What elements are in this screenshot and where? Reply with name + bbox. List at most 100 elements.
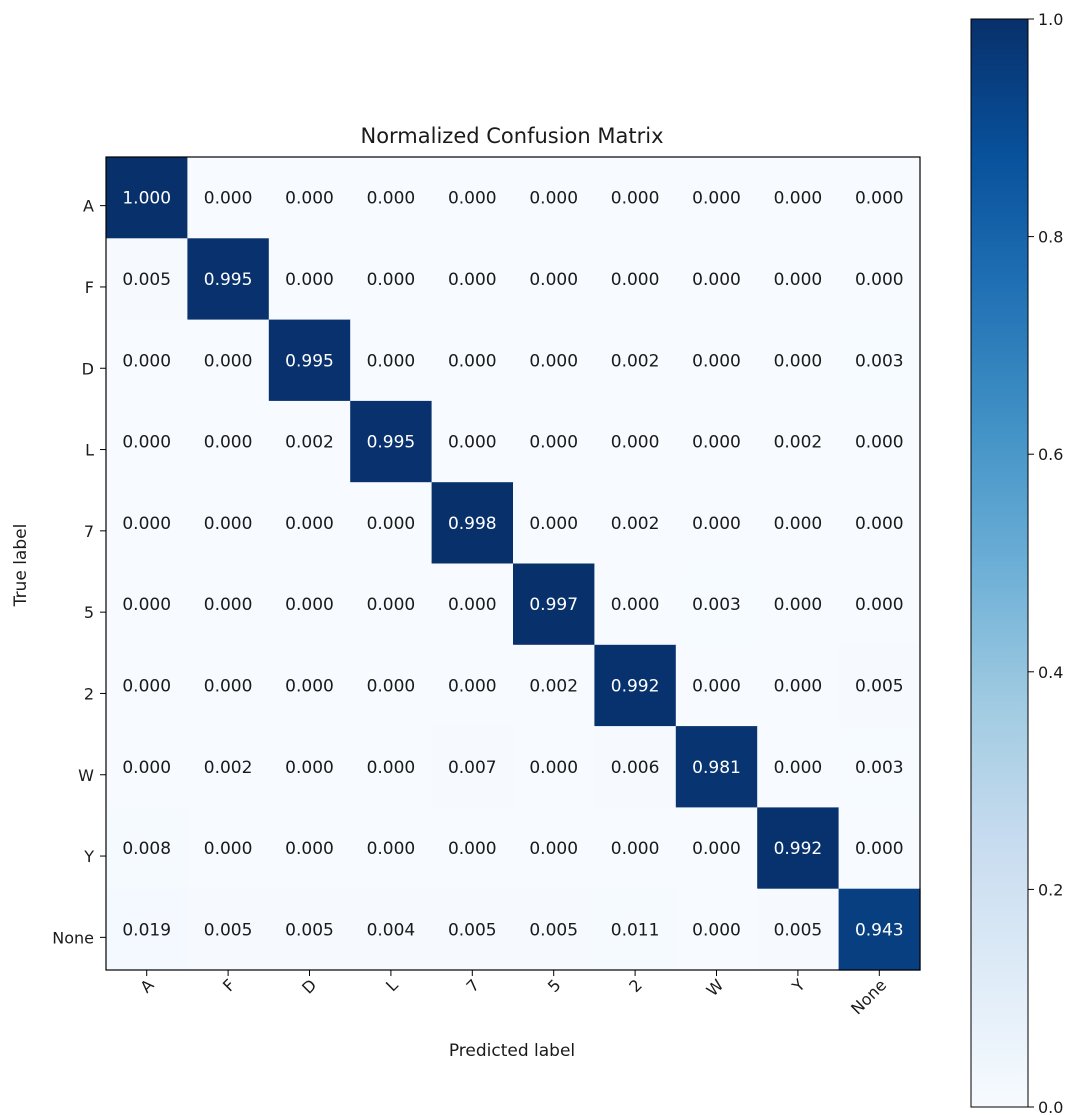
cell-value-A-7: 0.000 bbox=[448, 189, 497, 209]
cell-2-A bbox=[106, 644, 188, 727]
cell-W-2 bbox=[594, 726, 677, 808]
cell-value-7-W: 0.000 bbox=[692, 514, 741, 534]
cell-A-A bbox=[106, 157, 188, 239]
cell-value-None-None: 0.943 bbox=[855, 920, 904, 940]
cell-7-None bbox=[838, 482, 921, 565]
cell-value-7-F: 0.000 bbox=[204, 514, 253, 534]
cell-7-D bbox=[268, 482, 351, 565]
cell-2-D bbox=[268, 644, 351, 727]
cell-value-A-W: 0.000 bbox=[692, 189, 741, 209]
y-axis-label: True label bbox=[11, 524, 31, 608]
cell-Y-W bbox=[675, 807, 758, 890]
cell-value-D-2: 0.002 bbox=[611, 351, 660, 371]
cell-2-W bbox=[675, 644, 758, 727]
cell-L-D bbox=[268, 400, 351, 483]
cell-value-W-D: 0.000 bbox=[285, 758, 334, 778]
heatmap-value-labels: 1.000 0.000 0.000 0.000 0.000 0.000 0.000 0.000… bbox=[122, 189, 903, 941]
cell-value-D-5: 0.000 bbox=[529, 351, 578, 371]
cell-5-D bbox=[268, 563, 351, 646]
cell-value-F-F: 0.995 bbox=[204, 270, 253, 290]
cell-2-7 bbox=[431, 644, 514, 727]
colorbar bbox=[970, 18, 1029, 1108]
cell-Y-A bbox=[106, 807, 188, 890]
cell-value-None-2: 0.011 bbox=[611, 920, 660, 940]
cell-W-7 bbox=[431, 726, 514, 808]
cell-D-D bbox=[268, 319, 351, 402]
chart-title: Normalized Confusion Matrix bbox=[360, 124, 663, 148]
cell-None-L bbox=[350, 888, 433, 971]
cell-W-None bbox=[838, 726, 921, 808]
cell-value-L-F: 0.000 bbox=[204, 433, 253, 453]
cell-value-5-D: 0.000 bbox=[285, 595, 334, 615]
cell-value-F-2: 0.000 bbox=[611, 270, 660, 290]
cell-value-F-D: 0.000 bbox=[285, 270, 334, 290]
cell-7-A bbox=[106, 482, 188, 565]
cell-Y-L bbox=[350, 807, 433, 890]
x-tick-label-D: D bbox=[298, 975, 320, 997]
cell-F-None bbox=[838, 238, 921, 321]
cell-value-F-L: 0.000 bbox=[367, 270, 416, 290]
cell-7-L bbox=[350, 482, 433, 565]
y-tick-label-5: 5 bbox=[84, 603, 94, 622]
colorbar-tick-label-0.8: 0.8 bbox=[1038, 228, 1063, 247]
y-tick-label-A: A bbox=[83, 197, 94, 216]
y-tick-label-F: F bbox=[85, 278, 94, 297]
cell-A-5 bbox=[513, 157, 595, 239]
cell-L-L bbox=[350, 400, 433, 483]
cell-7-7 bbox=[431, 482, 514, 565]
cell-value-L-None: 0.000 bbox=[855, 433, 904, 453]
cell-2-2 bbox=[594, 644, 677, 727]
x-tick-label-7: 7 bbox=[462, 975, 483, 996]
cell-5-L bbox=[350, 563, 433, 646]
cell-value-W-7: 0.007 bbox=[448, 758, 497, 778]
cell-2-Y bbox=[757, 644, 840, 727]
cell-D-W bbox=[675, 319, 758, 402]
cell-value-D-W: 0.000 bbox=[692, 351, 741, 371]
y-tick-label-L: L bbox=[85, 441, 94, 460]
cell-value-D-F: 0.000 bbox=[204, 351, 253, 371]
cell-value-W-None: 0.003 bbox=[855, 758, 904, 778]
cell-5-5 bbox=[513, 563, 595, 646]
cell-A-None bbox=[838, 157, 921, 239]
cell-value-7-7: 0.998 bbox=[448, 514, 497, 534]
cell-value-L-7: 0.000 bbox=[448, 433, 497, 453]
cell-None-Y bbox=[757, 888, 840, 971]
cell-7-F bbox=[187, 482, 270, 565]
cell-value-Y-F: 0.000 bbox=[204, 839, 253, 859]
cell-F-W bbox=[675, 238, 758, 321]
cell-value-F-A: 0.005 bbox=[122, 270, 171, 290]
cell-value-L-D: 0.002 bbox=[285, 433, 334, 453]
cell-Y-F bbox=[187, 807, 270, 890]
colorbar-tick-label-0.2: 0.2 bbox=[1038, 880, 1063, 899]
cell-value-W-W: 0.981 bbox=[692, 758, 741, 778]
cell-value-L-2: 0.000 bbox=[611, 433, 660, 453]
cell-L-5 bbox=[513, 400, 595, 483]
cell-W-W bbox=[675, 726, 758, 808]
cell-value-D-7: 0.000 bbox=[448, 351, 497, 371]
cell-value-Y-2: 0.000 bbox=[611, 839, 660, 859]
cell-value-5-L: 0.000 bbox=[367, 595, 416, 615]
cell-value-A-Y: 0.000 bbox=[774, 189, 823, 209]
cell-7-Y bbox=[757, 482, 840, 565]
cell-F-7 bbox=[431, 238, 514, 321]
cell-D-L bbox=[350, 319, 433, 402]
cell-2-F bbox=[187, 644, 270, 727]
x-tick-label-5: 5 bbox=[544, 975, 565, 996]
cell-A-Y bbox=[757, 157, 840, 239]
cell-2-None bbox=[838, 644, 921, 727]
cell-Y-D bbox=[268, 807, 351, 890]
y-tick-label-D: D bbox=[82, 359, 94, 378]
cell-value-2-D: 0.000 bbox=[285, 676, 334, 696]
cell-value-5-W: 0.003 bbox=[692, 595, 741, 615]
colorbar-ticks: 0.0 0.2 0.4 0.6 0.8 1.0 bbox=[1028, 10, 1063, 1115]
cell-value-None-5: 0.005 bbox=[529, 920, 578, 940]
cell-Y-None bbox=[838, 807, 921, 890]
cell-value-A-None: 0.000 bbox=[855, 189, 904, 209]
cell-value-None-A: 0.019 bbox=[122, 920, 171, 940]
heatmap-cells bbox=[106, 157, 921, 971]
cell-value-2-2: 0.992 bbox=[611, 676, 660, 696]
cell-A-F bbox=[187, 157, 270, 239]
cell-D-2 bbox=[594, 319, 677, 402]
y-tick-label-7: 7 bbox=[84, 522, 94, 541]
